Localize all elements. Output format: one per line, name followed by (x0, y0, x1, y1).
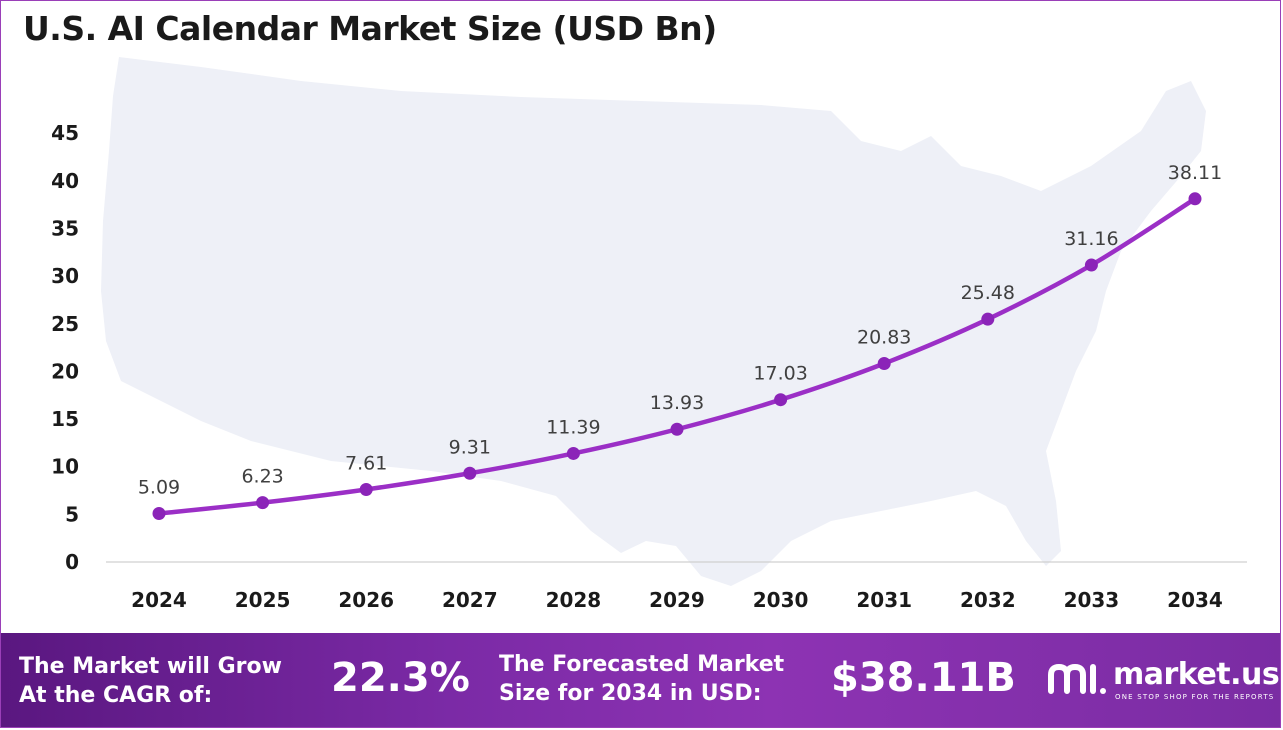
forecast-label-line1: The Forecasted Market (499, 652, 785, 677)
x-tick-label: 2026 (338, 588, 394, 612)
forecast-value: $38.11B (831, 655, 1016, 701)
x-tick-label: 2033 (1064, 588, 1120, 612)
cagr-value: 22.3% (331, 655, 470, 701)
x-tick-label: 2030 (753, 588, 809, 612)
data-point-2034 (1188, 192, 1202, 206)
x-tick-label: 2027 (442, 588, 498, 612)
y-tick-label: 20 (51, 359, 79, 383)
market-us-logo-icon (1048, 663, 1106, 694)
cagr-label-line2: At the CAGR of: (19, 683, 213, 708)
brand-tagline: ONE STOP SHOP FOR THE REPORTS (1115, 693, 1275, 701)
data-point-2032 (981, 312, 995, 326)
us-map-background (101, 57, 1206, 586)
data-point-2026 (359, 482, 373, 496)
data-label-2032: 25.48 (961, 282, 1015, 304)
data-point-2030 (774, 393, 788, 407)
data-point-2024 (152, 506, 166, 520)
cagr-label-line1: The Market will Grow (19, 654, 282, 679)
data-label-2034: 38.11 (1168, 162, 1222, 184)
x-tick-label: 2034 (1167, 588, 1223, 612)
y-tick-label: 5 (65, 502, 79, 526)
data-point-2029 (670, 422, 684, 436)
chart-title: U.S. AI Calendar Market Size (USD Bn) (23, 9, 717, 48)
data-label-2027: 9.31 (449, 436, 491, 458)
data-label-2033: 31.16 (1064, 228, 1118, 250)
data-point-2025 (256, 496, 270, 510)
forecast-label-line2: Size for 2034 in USD: (499, 681, 762, 706)
y-tick-label: 40 (51, 169, 79, 193)
data-point-2033 (1084, 258, 1098, 272)
x-tick-label: 2028 (546, 588, 602, 612)
y-tick-label: 15 (51, 407, 79, 431)
y-tick-label: 30 (51, 264, 79, 288)
data-label-2025: 6.23 (241, 466, 283, 488)
footer-banner: The Market will Grow At the CAGR of: 22.… (1, 633, 1280, 727)
y-tick-label: 10 (51, 455, 79, 479)
data-label-2024: 5.09 (138, 476, 180, 498)
data-label-2029: 13.93 (650, 392, 704, 414)
x-tick-label: 2024 (131, 588, 187, 612)
data-point-2028 (566, 446, 580, 460)
y-tick-label: 35 (51, 216, 79, 240)
x-tick-label: 2032 (960, 588, 1016, 612)
data-label-2026: 7.61 (345, 452, 387, 474)
x-tick-label: 2025 (235, 588, 291, 612)
y-tick-label: 0 (65, 550, 79, 574)
data-label-2028: 11.39 (546, 416, 600, 438)
y-tick-label: 45 (51, 121, 79, 145)
brand-name: market.us (1113, 657, 1280, 692)
y-tick-label: 25 (51, 312, 79, 336)
x-tick-label: 2029 (649, 588, 705, 612)
data-point-2027 (463, 466, 477, 480)
data-label-2031: 20.83 (857, 326, 911, 348)
x-tick-label: 2031 (856, 588, 912, 612)
data-label-2030: 17.03 (753, 363, 807, 385)
data-point-2031 (877, 356, 891, 370)
